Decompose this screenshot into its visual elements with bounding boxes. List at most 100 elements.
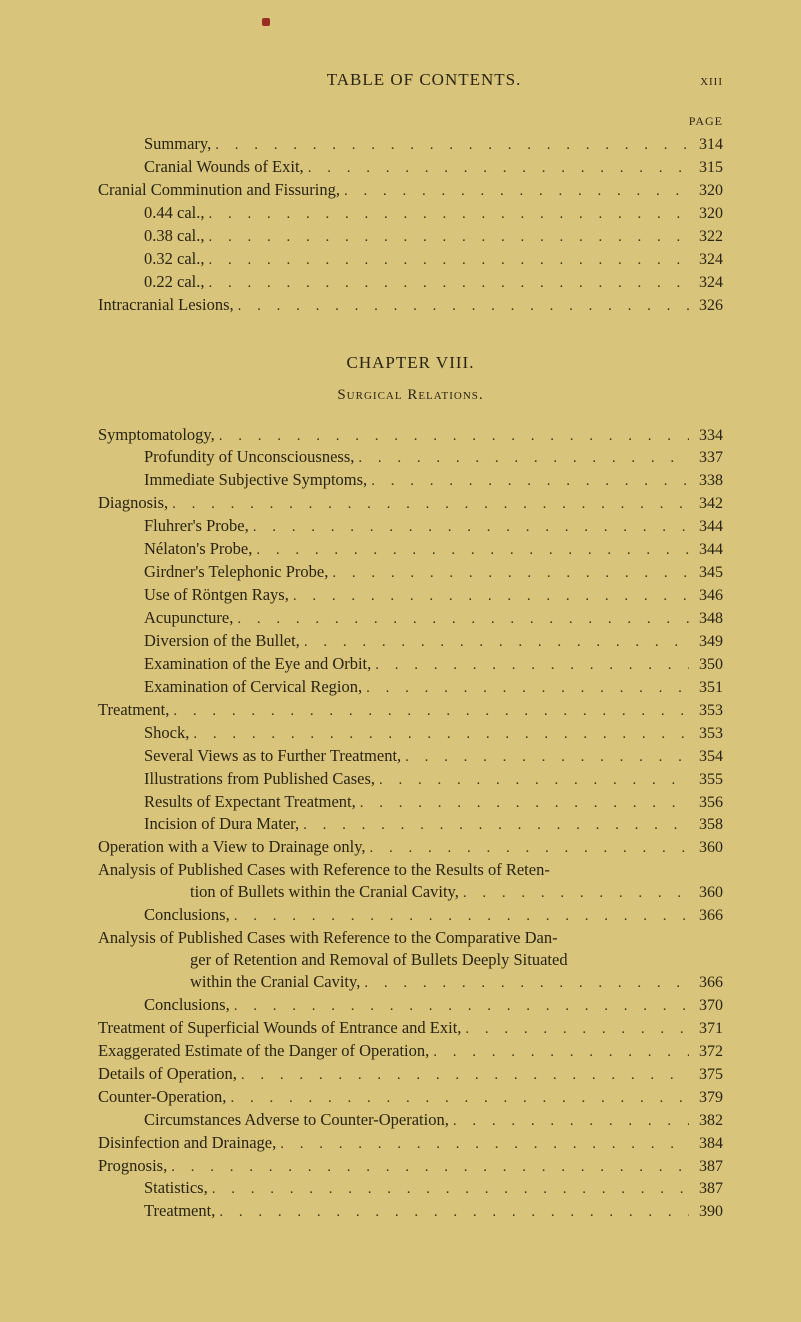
toc-page-number: 353 bbox=[689, 723, 723, 744]
toc-label: Diagnosis, bbox=[98, 492, 168, 514]
leader-dots bbox=[208, 1180, 689, 1200]
toc-label: tion of Bullets within the Cranial Cavit… bbox=[190, 881, 459, 903]
toc-section-a: Summary,314Cranial Wounds of Exit,315Cra… bbox=[98, 133, 723, 317]
toc-page-number: 358 bbox=[689, 814, 723, 835]
toc-label: Exaggerated Estimate of the Danger of Op… bbox=[98, 1040, 429, 1062]
running-head-page: xiii bbox=[700, 72, 723, 90]
toc-entry: Conclusions,366 bbox=[98, 904, 723, 927]
toc-page-number: 379 bbox=[689, 1087, 723, 1108]
leader-dots bbox=[168, 495, 689, 515]
leader-dots bbox=[211, 136, 689, 156]
leader-dots bbox=[356, 794, 689, 814]
toc-label: Treatment, bbox=[98, 699, 169, 721]
toc-label: ger of Retention and Removal of Bullets … bbox=[190, 949, 568, 971]
toc-label: Cranial Wounds of Exit, bbox=[144, 156, 304, 178]
toc-label: Circumstances Adverse to Counter-Operati… bbox=[144, 1109, 449, 1131]
toc-label: Analysis of Published Cases with Referen… bbox=[98, 859, 550, 881]
toc-page-number: 384 bbox=[689, 1133, 723, 1154]
toc-page-number: 342 bbox=[689, 493, 723, 514]
toc-entry: 0.32 cal.,324 bbox=[98, 248, 723, 271]
toc-section-d: Conclusions,370Treatment of Superficial … bbox=[98, 994, 723, 1223]
toc-page-number: 345 bbox=[689, 562, 723, 583]
leader-dots bbox=[354, 449, 689, 469]
toc-label: Details of Operation, bbox=[98, 1063, 237, 1085]
toc-page-number: 349 bbox=[689, 631, 723, 652]
leader-dots bbox=[304, 159, 689, 179]
toc-entry: Use of Röntgen Rays,346 bbox=[98, 584, 723, 607]
leader-dots bbox=[204, 274, 689, 294]
leader-dots bbox=[366, 839, 689, 859]
toc-entry: Nélaton's Probe,344 bbox=[98, 538, 723, 561]
leader-dots bbox=[237, 1066, 689, 1086]
leader-dots bbox=[461, 1020, 689, 1040]
toc-page-number: 322 bbox=[689, 226, 723, 247]
toc-entry: 0.38 cal., 322 bbox=[98, 225, 723, 248]
toc-entry: Exaggerated Estimate of the Danger of Op… bbox=[98, 1040, 723, 1063]
toc-page-number: 320 bbox=[689, 203, 723, 224]
toc-section-b: Symptomatology,334Profundity of Unconsci… bbox=[98, 424, 723, 860]
toc-label: Summary, bbox=[144, 133, 211, 155]
toc-label: Treatment of Superficial Wounds of Entra… bbox=[98, 1017, 461, 1039]
toc-entry: Profundity of Unconsciousness,337 bbox=[98, 446, 723, 469]
toc-label: Fluhrer's Probe, bbox=[144, 515, 249, 537]
toc-page-number: 360 bbox=[689, 837, 723, 858]
leader-dots bbox=[204, 205, 689, 225]
leader-dots bbox=[230, 997, 689, 1017]
toc-page-number: 387 bbox=[689, 1156, 723, 1177]
toc-entry: Details of Operation, 375 bbox=[98, 1063, 723, 1086]
page: TABLE OF CONTENTS. xiii PAGE Summary,314… bbox=[0, 0, 801, 1322]
toc-label: 0.38 cal., bbox=[144, 225, 204, 247]
chapter-title: CHAPTER VIII. bbox=[98, 353, 723, 373]
page-marker bbox=[262, 18, 270, 26]
toc-entry: Girdner's Telephonic Probe,345 bbox=[98, 561, 723, 584]
toc-entry: Illustrations from Published Cases,355 bbox=[98, 768, 723, 791]
toc-label: Several Views as to Further Treatment, bbox=[144, 745, 401, 767]
toc-entry: Prognosis, 387 bbox=[98, 1155, 723, 1178]
leader-dots bbox=[367, 472, 689, 492]
toc-entry: Diversion of the Bullet, 349 bbox=[98, 630, 723, 653]
toc-label: 0.44 cal., bbox=[144, 202, 204, 224]
toc-label: Prognosis, bbox=[98, 1155, 167, 1177]
leader-dots bbox=[249, 518, 689, 538]
toc-entry: Fluhrer's Probe, 344 bbox=[98, 515, 723, 538]
toc-entry: Counter-Operation,379 bbox=[98, 1086, 723, 1109]
toc-entry-analysis-2: Analysis of Published Cases with Referen… bbox=[98, 927, 723, 994]
leader-dots bbox=[300, 633, 689, 653]
toc-entry: Treatment of Superficial Wounds of Entra… bbox=[98, 1017, 723, 1040]
leader-dots bbox=[276, 1135, 689, 1155]
leader-dots bbox=[375, 771, 689, 791]
toc-page-number: 354 bbox=[689, 746, 723, 767]
toc-label: Diversion of the Bullet, bbox=[144, 630, 300, 652]
leader-dots bbox=[371, 656, 689, 676]
toc-entry: Summary,314 bbox=[98, 133, 723, 156]
toc-entry: Intracranial Lesions,326 bbox=[98, 294, 723, 317]
toc-label: Results of Expectant Treatment, bbox=[144, 791, 356, 813]
toc-entry: Cranial Wounds of Exit,315 bbox=[98, 156, 723, 179]
toc-entry: Treatment,390 bbox=[98, 1200, 723, 1223]
toc-page-number: 344 bbox=[689, 516, 723, 537]
toc-entry: Statistics,387 bbox=[98, 1177, 723, 1200]
toc-entry: Several Views as to Further Treatment, 35… bbox=[98, 745, 723, 768]
toc-entry: 0.22 cal.,324 bbox=[98, 271, 723, 294]
toc-page-number: 375 bbox=[689, 1064, 723, 1085]
chapter-subtitle: Surgical Relations. bbox=[98, 387, 723, 404]
toc-page-number: 390 bbox=[689, 1201, 723, 1222]
leader-dots bbox=[429, 1043, 689, 1063]
leader-dots bbox=[169, 702, 689, 722]
leader-dots bbox=[328, 564, 689, 584]
toc-page-number: 324 bbox=[689, 272, 723, 293]
toc-label: Symptomatology, bbox=[98, 424, 215, 446]
toc-entry: Operation with a View to Drainage only,3… bbox=[98, 836, 723, 859]
toc-label: Intracranial Lesions, bbox=[98, 294, 234, 316]
leader-dots bbox=[167, 1158, 689, 1178]
toc-page-number: 320 bbox=[689, 180, 723, 201]
toc-page-number: 350 bbox=[689, 654, 723, 675]
toc-page-number: 344 bbox=[689, 539, 723, 560]
toc-entry: Symptomatology,334 bbox=[98, 424, 723, 447]
toc-label: Examination of Cervical Region, bbox=[144, 676, 362, 698]
toc-label: Examination of the Eye and Orbit, bbox=[144, 653, 371, 675]
leader-dots bbox=[233, 610, 689, 630]
toc-section-c: Conclusions,366 bbox=[98, 904, 723, 927]
toc-page-number: 371 bbox=[689, 1018, 723, 1039]
toc-entry: Examination of Cervical Region,351 bbox=[98, 676, 723, 699]
